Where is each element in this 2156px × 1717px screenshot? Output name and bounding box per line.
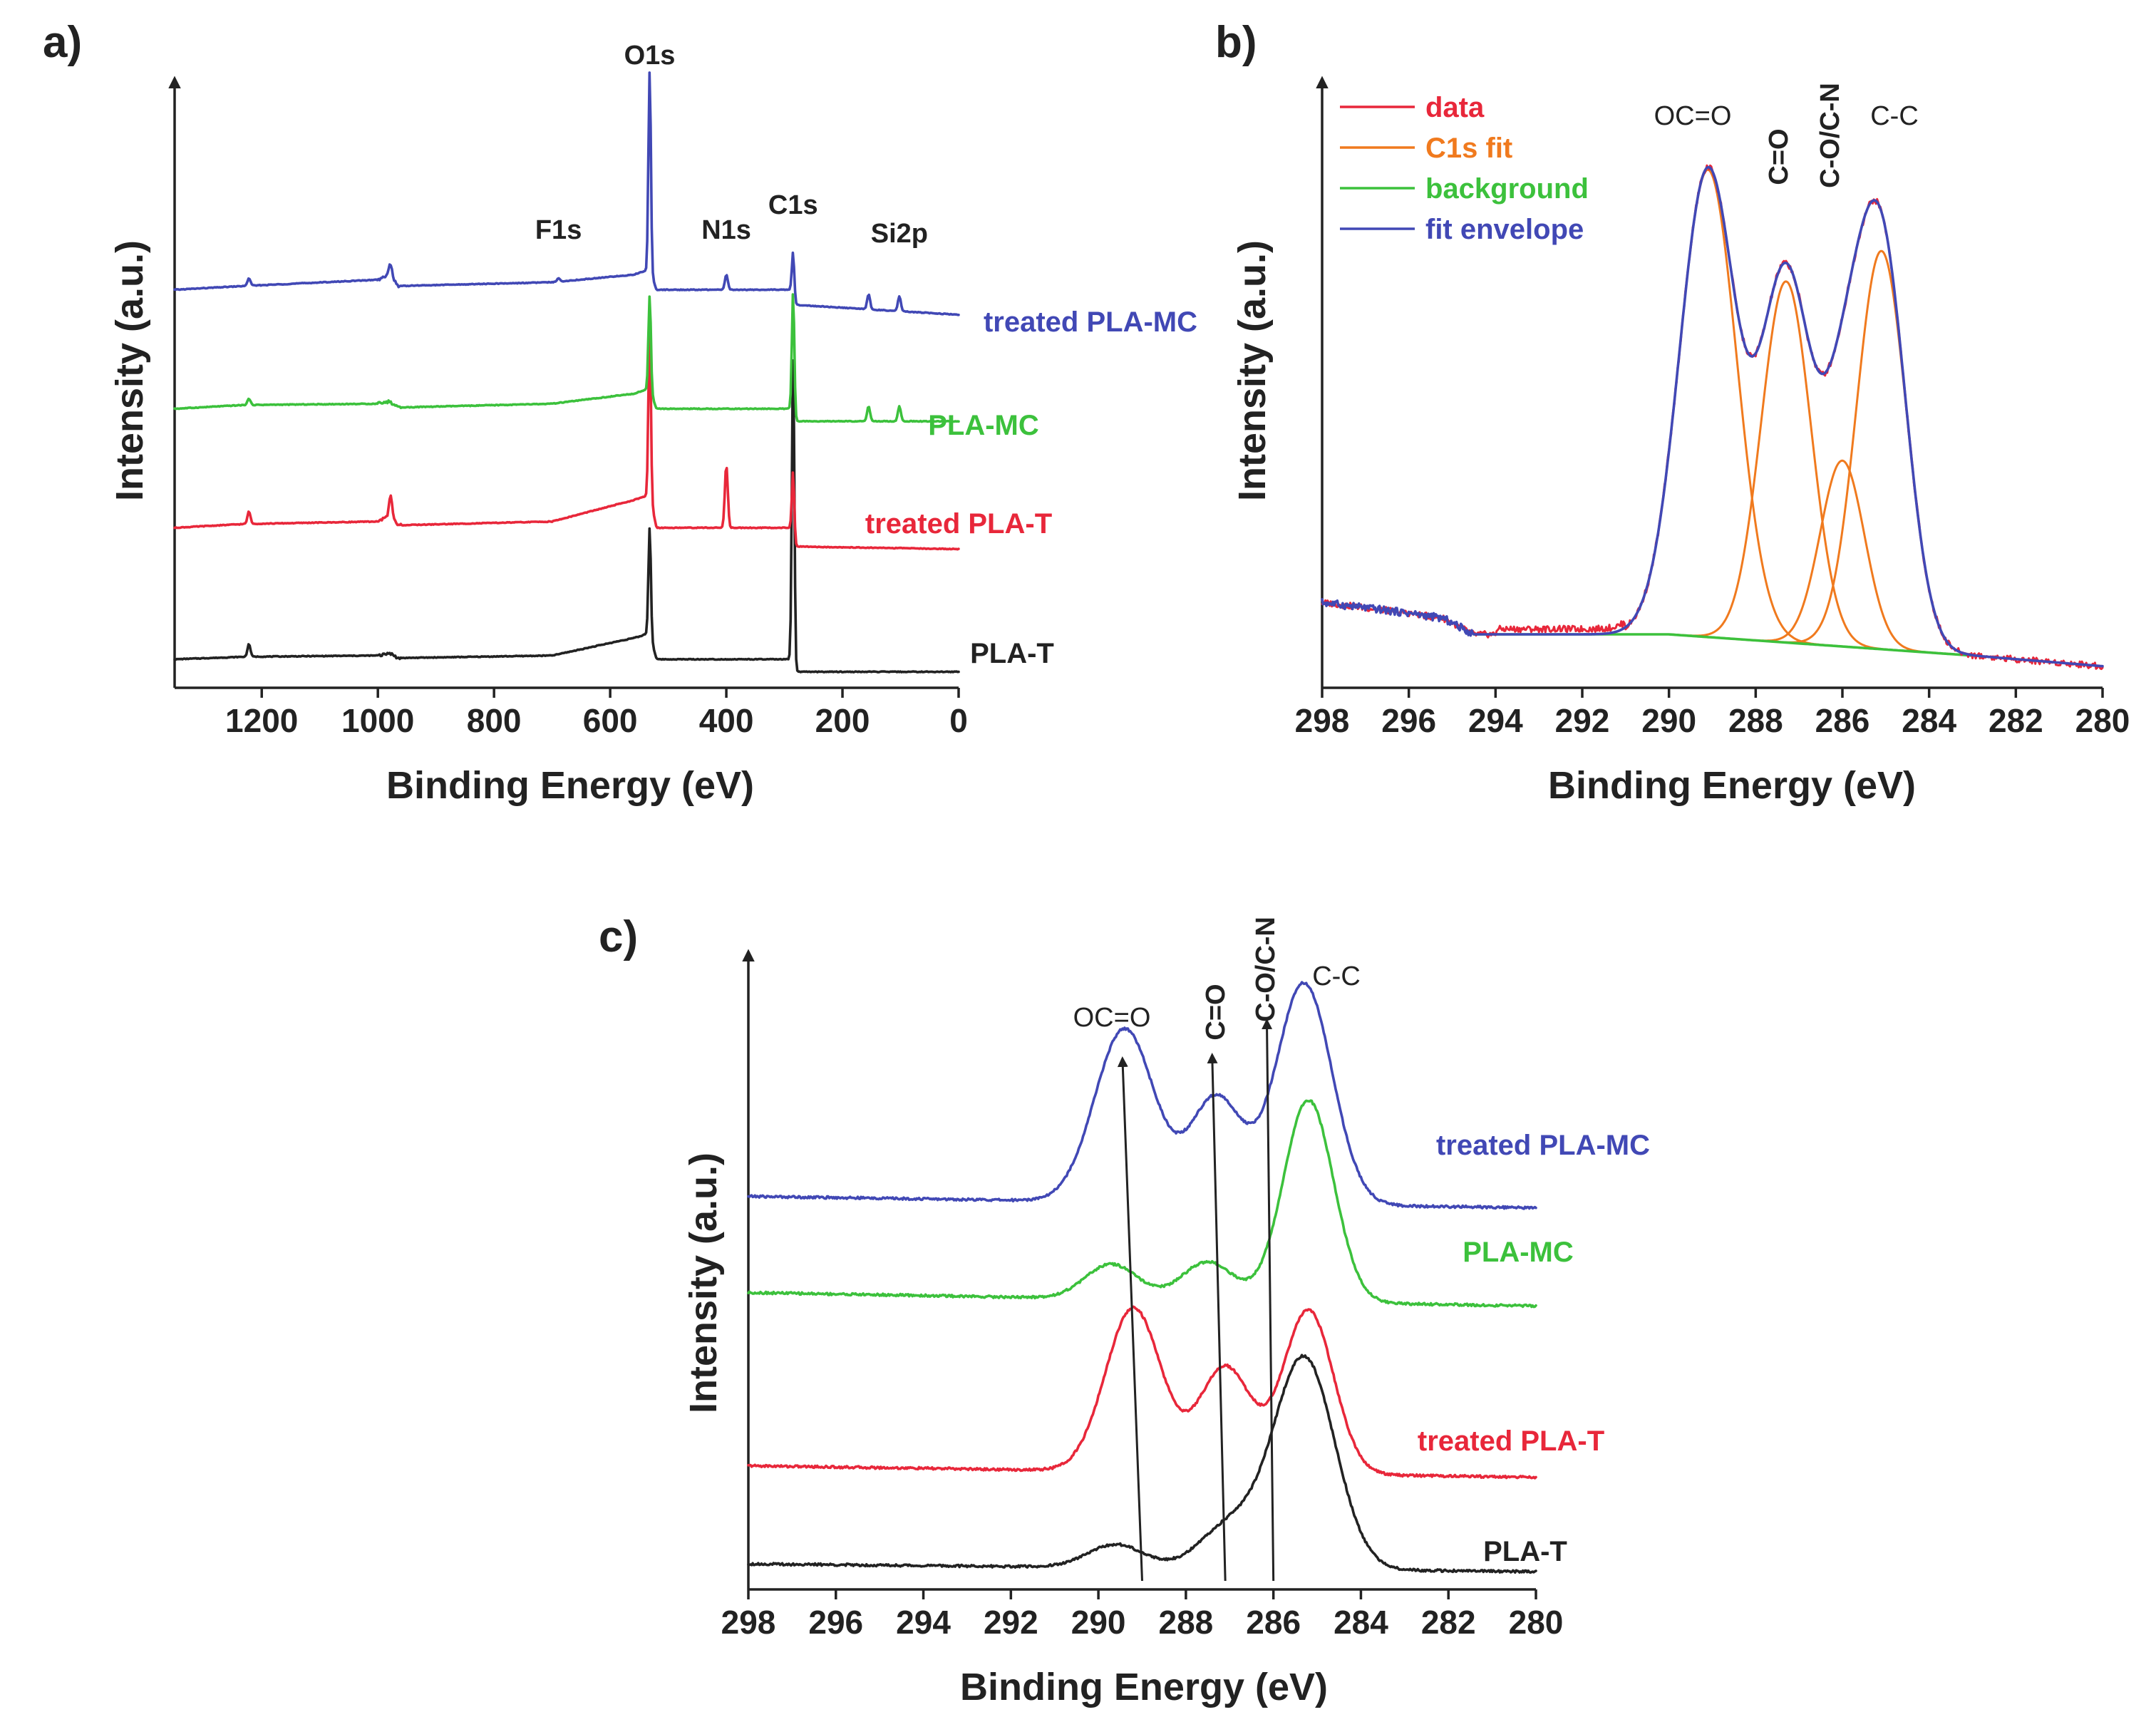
panel-a-peak-label-f1s: F1s <box>535 215 582 245</box>
panel-c-tick-label-294: 294 <box>896 1604 951 1641</box>
panel-b-legend: data C1s fit background fit envelope <box>1340 92 1589 245</box>
panel-a-x-title: Binding Energy (eV) <box>386 764 754 807</box>
panel-b-background-curve <box>1472 633 1974 657</box>
panel-b-legend-label-background: background <box>1425 173 1589 205</box>
panel-a-peak-label-c1s: C1s <box>768 190 818 220</box>
panel-c-trace-pla-mc <box>747 1099 1537 1309</box>
panel-b-tick-label-294: 294 <box>1468 702 1523 739</box>
panel-a-x-ticks: 1200 1000 800 600 400 200 0 <box>225 688 968 739</box>
panel-b-y-title: Intensity (a.u.) <box>1231 240 1274 501</box>
panel-c-series-label-treated-pla-t: treated PLA-T <box>1418 1425 1604 1457</box>
panel-a-series-label-pla-mc: PLA-MC <box>928 410 1039 441</box>
panel-b-legend-label-fit-envelope: fit envelope <box>1425 214 1584 245</box>
panel-c-series: PLA-T treated PLA-T PLA-MC treated PLA-MC <box>747 981 1650 1574</box>
panel-c-trace-treated-pla-mc <box>747 981 1537 1210</box>
panel-c-shift-arrow-3 <box>1262 1019 1275 1582</box>
panel-c-peak-label-c-c: C-C <box>1312 961 1361 991</box>
panel-b-peak-label-oc-o: OC=O <box>1654 101 1732 131</box>
panel-b-tick-label-286: 286 <box>1815 702 1870 739</box>
panel-c-tick-label-296: 296 <box>808 1604 863 1641</box>
panel-c-series-label-treated-pla-mc: treated PLA-MC <box>1436 1130 1650 1161</box>
panel-b-tick-label-288: 288 <box>1728 702 1783 739</box>
panel-b-tick-label-296: 296 <box>1381 702 1436 739</box>
panel-c-tick-label-298: 298 <box>721 1604 776 1641</box>
panel-b-peak-label-c-c: C-C <box>1870 101 1919 131</box>
panel-a-tick-label-600: 600 <box>583 702 638 739</box>
panel-b-tick-label-284: 284 <box>1902 702 1956 739</box>
panel-a-label: a) <box>43 18 82 67</box>
panel-b-tick-label-298: 298 <box>1295 702 1350 739</box>
panel-c-tick-label-284: 284 <box>1334 1604 1388 1641</box>
panel-c-series-label-pla-t: PLA-T <box>1483 1536 1567 1567</box>
panel-c-tick-label-286: 286 <box>1246 1604 1301 1641</box>
panel-b-legend-label-data: data <box>1425 92 1485 123</box>
panel-c-shift-arrow-2 <box>1207 1053 1227 1582</box>
panel-a-trace-treated-pla-t <box>173 327 960 551</box>
panel-a-tick-label-1200: 1200 <box>225 702 298 739</box>
panel-a-series: PLA-T treated PLA-T PLA-MC treated PLA-MC <box>173 71 1197 674</box>
panel-a-trace-treated-pla-mc <box>173 71 960 316</box>
panel-c-x-ticks: 298 296 294 292 290 288 286 284 282 280 <box>721 1589 1564 1641</box>
panel-c-arrows <box>1117 1019 1275 1582</box>
panel-a-tick-label-0: 0 <box>949 702 968 739</box>
panel-a-trace-pla-mc <box>173 293 960 423</box>
panel-a-tick-label-800: 800 <box>467 702 522 739</box>
panel-b-tick-label-282: 282 <box>1989 702 2043 739</box>
panel-c-tick-label-282: 282 <box>1421 1604 1476 1641</box>
panel-b-x-title: Binding Energy (eV) <box>1548 764 1916 807</box>
panel-c-tick-label-280: 280 <box>1509 1604 1564 1641</box>
panel-a-peak-label-o1s: O1s <box>624 41 676 71</box>
panel-c-peak-label-oc-o: OC=O <box>1073 1003 1151 1033</box>
panel-a-series-label-treated-pla-mc: treated PLA-MC <box>984 306 1197 338</box>
panel-b-label: b) <box>1215 18 1257 67</box>
panel-c-x-title: Binding Energy (eV) <box>960 1666 1328 1708</box>
panel-a: a) 1200 1000 800 600 400 200 0 PLA-T treated PL… <box>43 18 1197 807</box>
panel-a-trace-pla-t <box>173 359 960 674</box>
panel-c-tick-label-292: 292 <box>984 1604 1038 1641</box>
panel-b-tick-label-290: 290 <box>1641 702 1696 739</box>
panel-c-trace-treated-pla-t <box>747 1305 1537 1480</box>
panel-b-peak-labels: OC=O C=O C-O/C-N C-C <box>1654 83 1919 188</box>
panel-c-peak-label-c-o-c-n: C-O/C-N <box>1251 917 1281 1022</box>
panel-b-x-ticks: 298 296 294 292 290 288 286 284 282 280 <box>1295 688 2130 739</box>
panel-b-fit-envelope-curve <box>1321 165 2104 668</box>
panel-a-peak-label-si2p: Si2p <box>871 219 928 249</box>
panel-a-peak-labels: O1s F1s N1s C1s Si2p <box>535 41 928 249</box>
panel-a-peak-label-n1s: N1s <box>701 215 751 245</box>
panel-c-peak-label-c-o: C=O <box>1201 984 1231 1040</box>
panel-a-tick-label-400: 400 <box>699 702 754 739</box>
panel-a-y-title: Intensity (a.u.) <box>108 240 151 501</box>
panel-c-peak-labels: OC=O C=O C-O/C-N C-C <box>1073 917 1361 1040</box>
panel-b-peak-label-c-o-c-n: C-O/C-N <box>1815 83 1845 188</box>
panel-b-legend-label-c1s-fit: C1s fit <box>1425 133 1512 164</box>
panel-c: c) 298 296 294 292 290 288 286 284 282 280 PLA-T t… <box>599 912 1650 1708</box>
panel-c-tick-label-290: 290 <box>1071 1604 1126 1641</box>
panel-a-tick-label-200: 200 <box>815 702 870 739</box>
panel-b-tick-label-280: 280 <box>2075 702 2130 739</box>
panel-c-y-title: Intensity (a.u.) <box>682 1153 725 1413</box>
panel-a-tick-label-1000: 1000 <box>341 702 414 739</box>
panel-c-shift-arrow-1 <box>1117 1056 1143 1582</box>
panel-c-label: c) <box>599 912 638 961</box>
panel-b-peak-label-c-o: C=O <box>1764 128 1794 185</box>
panel-b: b) 298 296 294 292 290 288 286 284 282 280 OC=O C=… <box>1215 18 2130 807</box>
panel-c-trace-pla-t <box>747 1354 1537 1574</box>
panel-b-tick-label-292: 292 <box>1555 702 1610 739</box>
panel-a-series-label-pla-t: PLA-T <box>970 638 1054 669</box>
panel-c-tick-label-288: 288 <box>1159 1604 1214 1641</box>
panel-b-curves <box>1321 164 2104 671</box>
panel-c-series-label-pla-mc: PLA-MC <box>1463 1237 1574 1268</box>
panel-a-series-label-treated-pla-t: treated PLA-T <box>865 508 1052 540</box>
